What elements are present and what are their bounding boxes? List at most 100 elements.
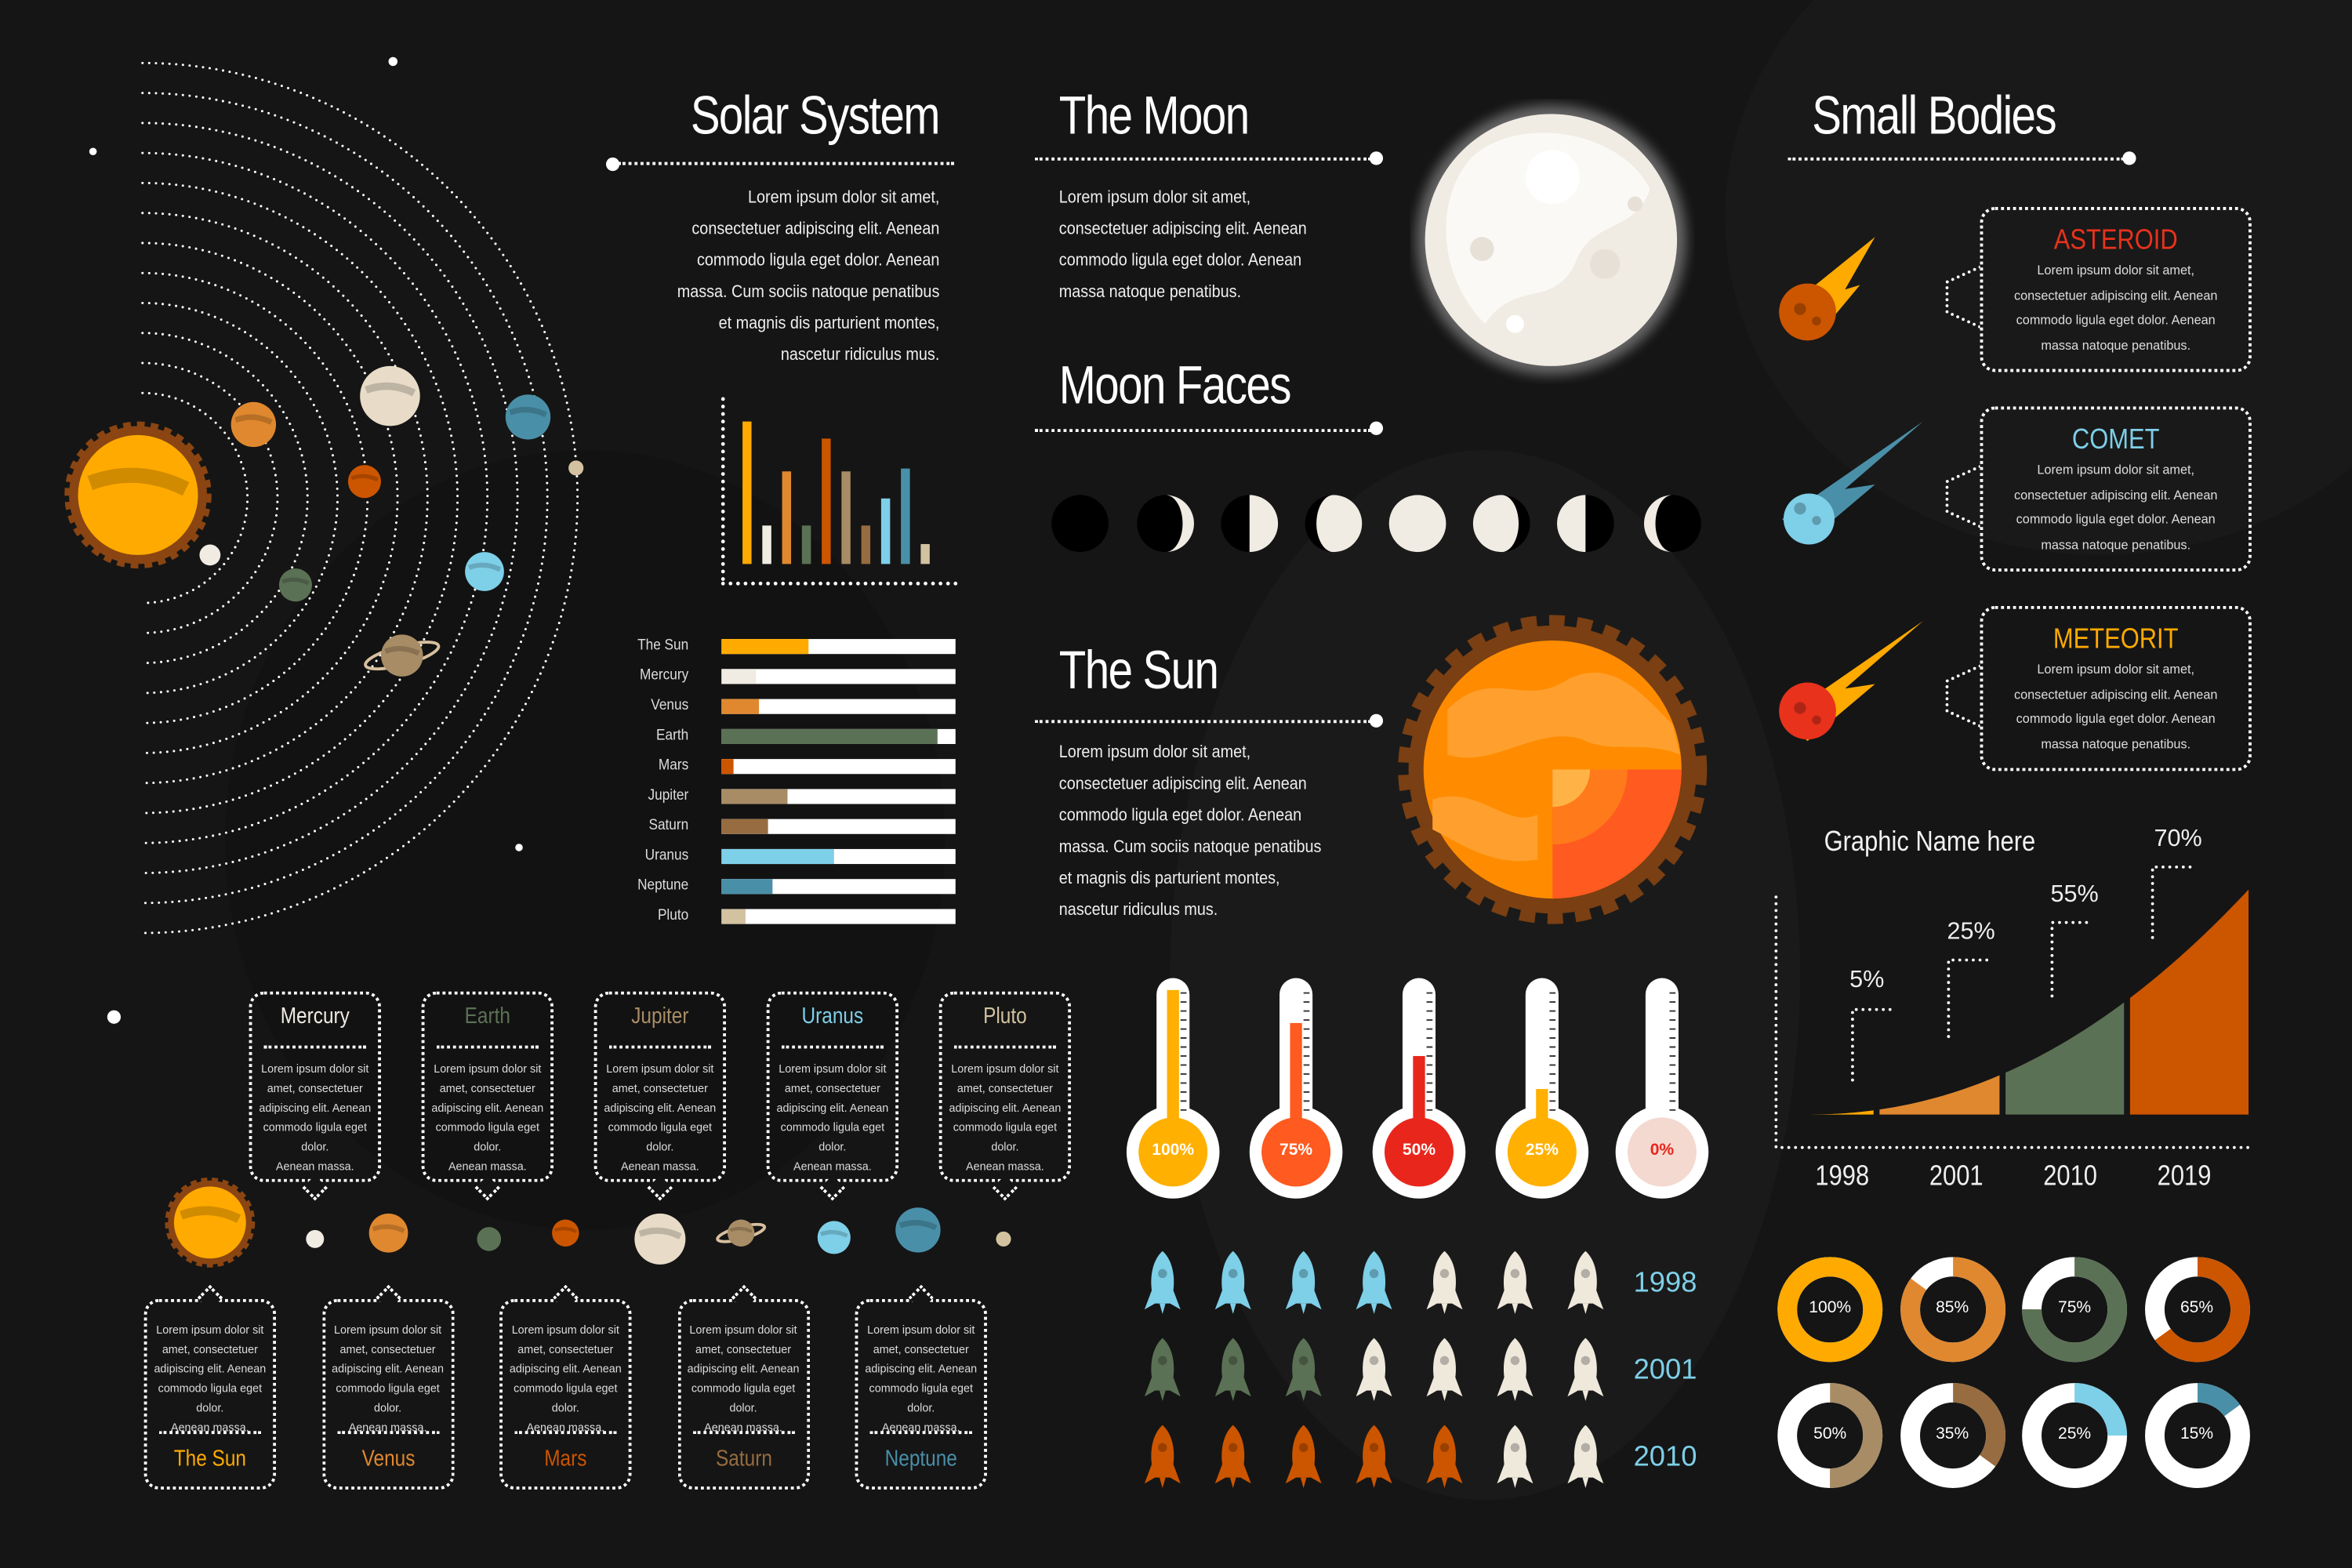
moon-title: The Moon (1058, 84, 1250, 146)
neptune-icon-band (898, 1219, 938, 1231)
text-line: Aenean massa. (704, 1420, 782, 1435)
donut-value: 35% (1936, 1425, 1969, 1443)
jupiter-icon (360, 365, 420, 426)
rocket-icon (1356, 1425, 1392, 1488)
planet-card-description: Lorem ipsum dolor sit amet, consectetuer a… (597, 1059, 723, 1176)
data-label: 25% (1947, 919, 1995, 946)
moon-phase-waxing-crescent-icon (1137, 495, 1194, 553)
thermometer-bulb-fill (1261, 1117, 1331, 1187)
donut-value: 50% (1813, 1425, 1847, 1443)
background-shape (1170, 449, 1800, 1501)
saturn-icon (380, 634, 423, 677)
rocket-icon (1497, 1338, 1534, 1402)
moon-phase-last-quarter-icon (1557, 495, 1614, 553)
title-divider (618, 162, 954, 165)
planet-card: Earth Lorem ipsum dolor sit amet, consecte… (421, 991, 554, 1182)
text-line: Aenean massa. (448, 1159, 527, 1174)
rocket-icon (1285, 1425, 1322, 1488)
rocket-fins (1285, 1285, 1322, 1315)
planet-card-description: Lorem ipsum dolor sit amet, consectetuer a… (325, 1320, 451, 1437)
bar-label: Mars (658, 757, 689, 775)
thermometer-level (1290, 1022, 1302, 1141)
rocket-body (1503, 1250, 1526, 1304)
planet-card-title: Mars (544, 1446, 587, 1472)
orbit-path (141, 181, 459, 815)
text-line: commodo ligula eget dolor. (953, 1120, 1058, 1154)
planet-card-description: Lorem ipsum dolor sit amet, consectetuer a… (858, 1320, 984, 1437)
head (1779, 682, 1836, 740)
donut-fill (1777, 1383, 1883, 1488)
text-line: consectetuer adipiscing elit. Aenean (2013, 287, 2218, 303)
rocket-fins (1356, 1372, 1392, 1402)
star-icon (107, 1010, 122, 1024)
crater (1812, 715, 1821, 725)
orbit-path (141, 332, 309, 665)
rocket-fins (1144, 1285, 1181, 1315)
thermometer-value: 100% (1152, 1142, 1195, 1160)
star-icon (515, 844, 523, 851)
text-line: Lorem ipsum dolor sit (156, 1323, 264, 1337)
text-line: Lorem ipsum dolor sit (511, 1323, 619, 1337)
bar-label: Mercury (639, 667, 689, 684)
row-year-label: 2010 (1633, 1441, 1697, 1473)
text-line: adipiscing elit. Aenean (154, 1362, 267, 1376)
rocket-body (1221, 1425, 1245, 1478)
rocket-fins (1214, 1372, 1251, 1402)
bar-pluto (920, 543, 930, 564)
moon-phase-waning-crescent-icon (1643, 495, 1701, 553)
rocket-icon (1426, 1338, 1463, 1402)
data-label: 70% (2154, 826, 2202, 852)
title-divider (1035, 429, 1371, 433)
text-line: consectetuer adipiscing elit. Aenean (2013, 486, 2218, 502)
mars-icon (552, 1219, 579, 1247)
bar-label: Saturn (648, 817, 689, 834)
neptune-icon (505, 394, 551, 440)
orbit-path (141, 361, 279, 634)
uranus-icon-band (820, 1229, 848, 1238)
area-segment-2019 (2129, 889, 2249, 1115)
moon-dark (1051, 495, 1109, 553)
moon-lit (1472, 495, 1519, 553)
planet-card: Lorem ipsum dolor sit amet, consectetuer a… (143, 1298, 277, 1490)
rocket-fins (1285, 1459, 1322, 1488)
rocket-window (1510, 1356, 1520, 1366)
leader-line (1851, 1007, 1893, 1082)
thermometer-bulb-fill (1384, 1117, 1454, 1187)
thermometer-level (1536, 1089, 1548, 1141)
donut-chart (1900, 1383, 2005, 1488)
donut-value: 15% (2180, 1425, 2214, 1443)
rocket-body (1363, 1338, 1386, 1391)
rocket-body (1433, 1250, 1456, 1304)
x-tick-label: 2001 (1929, 1160, 1984, 1193)
rocket-window (1369, 1269, 1379, 1279)
rocket-window (1510, 1269, 1520, 1279)
text-line: massa. Cum sociis natoque penatibus (1058, 838, 1322, 857)
bar-track (721, 909, 956, 924)
text-line: amet, consectetuer (784, 1081, 880, 1095)
rocket-window (1298, 1443, 1308, 1453)
x-tick-label: 2010 (2043, 1160, 2098, 1193)
planet-card-description: Lorem ipsum dolor sit amet, consectetuer a… (942, 1059, 1069, 1176)
pluto-icon (996, 1231, 1011, 1247)
text-line: Aenean massa. (966, 1159, 1044, 1174)
venus-icon (230, 401, 277, 448)
moon-lit (1165, 495, 1194, 553)
background-shape (224, 449, 946, 1230)
small-body-name: METEORIT (2053, 623, 2179, 656)
bar-mars (822, 438, 831, 564)
rocket-window (1158, 1356, 1167, 1366)
text-line: Aenean massa. (348, 1420, 427, 1435)
text-line: massa natoque penatibus. (2041, 536, 2191, 552)
text-line: Aenean massa. (881, 1420, 960, 1435)
venus-icon-band (372, 1224, 405, 1234)
text-line: nascetur ridiculus mus. (1058, 901, 1218, 920)
text-line: Lorem ipsum dolor sit (434, 1062, 542, 1076)
planet-card-description: Lorem ipsum dolor sit amet, consectetuer a… (252, 1059, 378, 1176)
donut-chart (2144, 1257, 2249, 1363)
thermometer-value: 50% (1402, 1142, 1436, 1160)
rocket-icon (1497, 1250, 1534, 1315)
text-line: Lorem ipsum dolor sit amet, (2037, 462, 2195, 477)
text-line: commodo ligula eget dolor. Aenean (1058, 252, 1302, 270)
planet-lineup (165, 1177, 1011, 1268)
text-line: Lorem ipsum dolor sit amet, (1058, 189, 1251, 208)
